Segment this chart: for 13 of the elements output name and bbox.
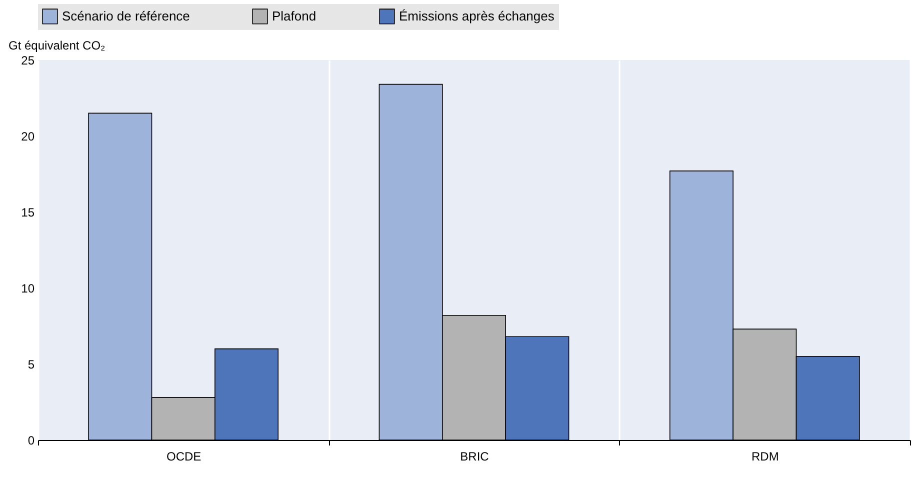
y-axis-title: Gt équivalent CO₂	[8, 38, 106, 52]
x-tick-label: BRIC	[460, 450, 490, 464]
legend-label: Plafond	[272, 8, 316, 24]
y-tick-label: 10	[21, 282, 35, 296]
y-tick-label: 5	[28, 358, 35, 372]
y-tick-label: 20	[21, 130, 35, 144]
x-tick-label: OCDE	[166, 450, 202, 464]
y-tick-label: 0	[28, 434, 35, 448]
y-tick-label: 25	[21, 54, 35, 68]
legend-label: Scénario de référence	[62, 8, 190, 24]
x-tick-label: RDM	[752, 450, 779, 464]
y-tick-label: 15	[21, 206, 35, 220]
legend-label: Émissions après échanges	[399, 8, 555, 24]
